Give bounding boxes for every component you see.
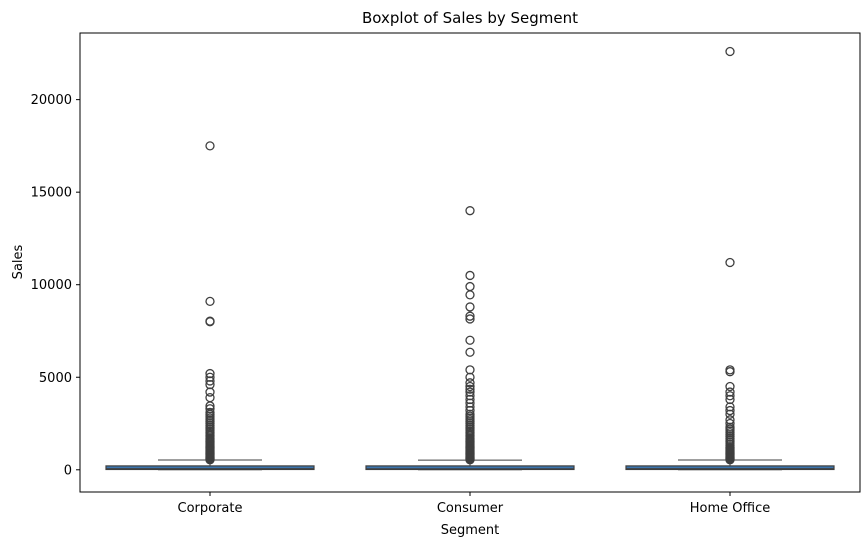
y-tick-label: 0 (64, 463, 72, 478)
box-group-consumer (365, 206, 575, 471)
outlier-point (205, 316, 215, 326)
outlier-point (205, 407, 215, 418)
y-tick-label: 5000 (39, 371, 72, 386)
outlier-point (465, 314, 475, 324)
outlier-point (725, 46, 735, 57)
y-tick-label: 20000 (31, 93, 72, 108)
outlier-point (465, 302, 475, 312)
y-tick-label: 10000 (31, 278, 72, 293)
box (365, 465, 575, 471)
x-axis: Corporate Consumer Home Office (178, 492, 770, 516)
box (625, 465, 835, 471)
outlier-point (205, 372, 215, 382)
x-tick-label: Corporate (178, 501, 243, 516)
outlier-point (465, 270, 475, 281)
y-axis-label: Sales (11, 244, 26, 279)
outlier-point (465, 381, 475, 392)
box (105, 465, 315, 471)
outlier-point (205, 404, 215, 414)
outlier-point (725, 387, 735, 397)
outlier-point (725, 257, 735, 268)
outlier-point (725, 405, 735, 416)
x-tick-label: Consumer (437, 501, 504, 516)
outlier-point (725, 381, 735, 392)
x-axis-label: Segment (441, 523, 500, 538)
outlier-point (205, 296, 215, 307)
outlier-point (465, 365, 475, 375)
y-tick-label: 15000 (31, 186, 72, 201)
outlier-point (205, 392, 215, 403)
chart-title: Boxplot of Sales by Segment (362, 9, 578, 27)
x-tick-label: Home Office (690, 501, 770, 516)
outlier-point (205, 368, 215, 379)
outlier-point (465, 347, 475, 357)
outlier-point (465, 335, 475, 345)
outlier-point (465, 384, 475, 394)
outlier-point (725, 365, 735, 375)
outlier-point (725, 415, 735, 425)
box-group-home-office (625, 46, 835, 471)
plot-area (105, 46, 835, 471)
outlier-point (465, 378, 475, 388)
y-axis: 0 5000 10000 15000 20000 (31, 93, 80, 478)
outlier-point (465, 387, 475, 397)
outlier-point (465, 391, 475, 401)
box-group-corporate (105, 141, 315, 471)
outlier-point (725, 418, 735, 429)
outlier-point (465, 206, 475, 216)
outlier-point (465, 311, 475, 321)
outlier-point (465, 290, 475, 300)
outlier-point (725, 391, 735, 401)
outlier-point (465, 281, 475, 292)
outlier-point (205, 141, 215, 151)
